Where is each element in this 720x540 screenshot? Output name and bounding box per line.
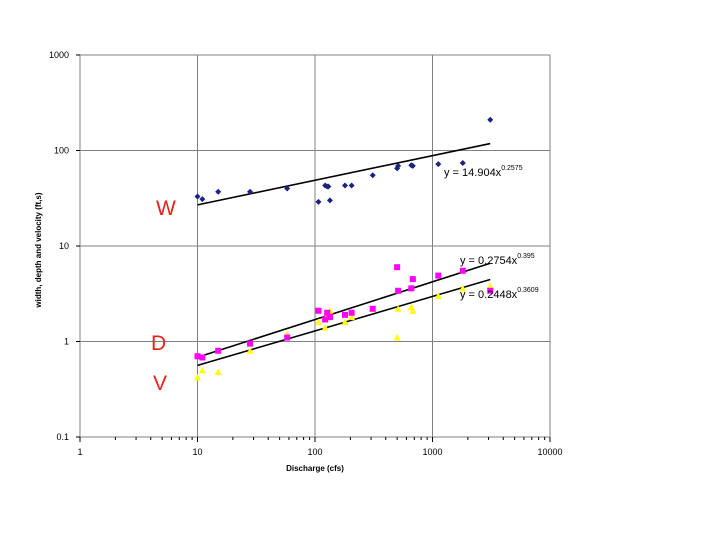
x-tick-label: 10000 (537, 447, 562, 457)
x-tick-label: 1000 (422, 447, 442, 457)
data-point-d (322, 316, 329, 323)
trend-line-d (197, 262, 491, 359)
x-axis-title: Discharge (cfs) (286, 464, 344, 473)
data-point-w (409, 162, 416, 169)
x-tick-label: 1 (77, 447, 82, 457)
d-equation-exponent: 0.395 (517, 253, 535, 260)
y-axis-title: width, depth and velocity (ft,s) (34, 192, 43, 308)
minor-ticks (76, 54, 551, 442)
w-equation-exponent: 0.2575 (501, 165, 523, 172)
data-point-w (369, 172, 376, 179)
w-equation-base: y = 14.904x (444, 167, 502, 179)
data-point-w (325, 183, 332, 190)
gridlines (80, 55, 550, 437)
data-point-d (394, 264, 401, 271)
x-tick-label: 100 (307, 447, 322, 457)
d-equation: y = 0.2754x0.395 (460, 253, 535, 267)
data-point-v (198, 366, 206, 374)
data-point-w (199, 196, 206, 203)
data-point-w (326, 197, 333, 204)
data-point-d (348, 309, 355, 316)
data-point-w (487, 116, 494, 123)
data-point-v (459, 284, 467, 292)
data-point-d (341, 311, 348, 318)
w-equation: y = 14.904x0.2575 (444, 165, 523, 179)
data-point-v (486, 282, 494, 290)
v-equation-base: y = 0.2448x (460, 289, 518, 301)
data-point-v (434, 292, 442, 299)
data-point-v (321, 324, 329, 331)
data-point-d (247, 340, 254, 347)
data-point-d (435, 272, 442, 279)
data-points (194, 116, 494, 381)
x-tick-labels: 1 10 100 1000 10000 (77, 447, 562, 457)
v-equation: y = 0.2448x0.3609 (460, 287, 539, 301)
data-point-d (326, 314, 333, 321)
data-point-w (395, 162, 402, 169)
data-point-d (199, 354, 206, 361)
data-point-d (487, 287, 494, 294)
data-point-d (395, 287, 402, 294)
data-point-d (408, 285, 415, 292)
data-point-w (348, 182, 355, 189)
y-tick-labels: 1000 100 10 1 0.1 (49, 50, 69, 442)
data-point-v (348, 313, 356, 321)
d-equation-base: y = 0.2754x (460, 255, 518, 267)
data-point-d (459, 267, 466, 274)
data-point-d (324, 309, 331, 316)
data-point-v (214, 368, 222, 375)
data-point-v (194, 373, 201, 381)
y-tick-label: 100 (54, 146, 69, 156)
series-letter-d: D (151, 332, 166, 355)
data-point-d (215, 347, 222, 354)
data-point-d (369, 305, 376, 312)
data-point-d (284, 334, 291, 341)
data-point-w (435, 161, 442, 168)
x-tick-label: 10 (192, 447, 202, 457)
data-point-v (394, 305, 402, 312)
series-letter-v: V (153, 372, 167, 395)
data-point-d (409, 276, 416, 283)
y-tick-label: 10 (59, 241, 69, 251)
data-point-w (284, 185, 291, 192)
y-tick-label: 1000 (49, 50, 69, 60)
data-point-v (341, 318, 349, 326)
y-tick-label: 1 (64, 337, 69, 347)
data-point-w (215, 188, 222, 195)
trend-line-w (197, 142, 491, 206)
data-point-v (409, 307, 417, 314)
data-point-w (459, 159, 466, 166)
data-point-d (194, 353, 201, 360)
data-point-w (247, 188, 254, 195)
data-point-v (246, 347, 254, 354)
v-equation-exponent: 0.3609 (517, 287, 539, 294)
data-point-w (194, 193, 201, 200)
y-tick-label: 0.1 (56, 432, 69, 442)
data-point-w (341, 182, 348, 189)
data-point-d (315, 307, 322, 314)
data-point-w (315, 198, 322, 205)
data-point-v (393, 334, 401, 341)
data-point-v (314, 318, 322, 326)
series-letter-w: W (156, 197, 176, 220)
